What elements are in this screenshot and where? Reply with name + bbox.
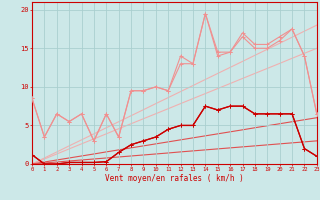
X-axis label: Vent moyen/en rafales ( km/h ): Vent moyen/en rafales ( km/h ) <box>105 174 244 183</box>
